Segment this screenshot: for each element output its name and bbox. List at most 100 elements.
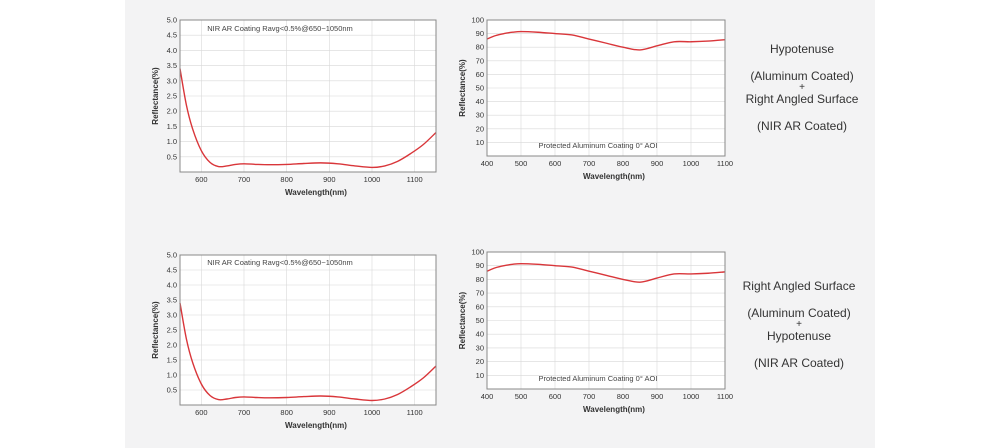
- plot-frame: [179, 19, 437, 173]
- x-tick-label: 1000: [364, 175, 381, 184]
- y-tick-label: 4.0: [167, 46, 177, 55]
- y-tick-label: 90: [476, 261, 484, 270]
- x-tick-label: 1000: [364, 408, 381, 417]
- y-axis-label: Reflectance(%): [151, 67, 160, 125]
- y-tick-label: 3.0: [167, 311, 177, 320]
- description-plus: +: [796, 319, 802, 330]
- y-tick-label: 10: [476, 371, 484, 380]
- x-tick-label: 900: [323, 408, 336, 417]
- y-tick-label: 30: [476, 111, 484, 120]
- x-tick-label: 1000: [683, 159, 700, 168]
- y-axis-label: Reflectance(%): [458, 291, 467, 349]
- reflectance-curve: [486, 262, 726, 283]
- y-tick-label: 5.0: [167, 16, 177, 25]
- y-tick-label: 100: [471, 16, 484, 25]
- y-tick-label: 4.5: [167, 31, 177, 40]
- y-tick-label: 2.5: [167, 326, 177, 335]
- x-tick-label: 1100: [407, 175, 423, 184]
- y-tick-label: 1.5: [167, 356, 177, 365]
- description-plus: +: [799, 82, 805, 93]
- y-tick-label: 1.0: [167, 371, 177, 380]
- y-tick-label: 50: [476, 316, 484, 325]
- x-tick-label: 500: [515, 392, 528, 401]
- x-tick-label: 1100: [407, 408, 423, 417]
- description-line-2: (Aluminum Coated): [747, 306, 851, 320]
- description-line-1: Right Angled Surface: [742, 279, 856, 293]
- y-tick-label: 80: [476, 43, 484, 52]
- reflectance-curve: [179, 68, 437, 169]
- x-axis-label: Wavelength(nm): [285, 421, 347, 430]
- y-tick-label: 60: [476, 70, 484, 79]
- x-axis-label: Wavelength(nm): [583, 405, 645, 414]
- y-tick-label: 30: [476, 343, 484, 352]
- y-tick-label: 90: [476, 29, 484, 38]
- y-tick-label: 70: [476, 56, 484, 65]
- y-tick-label: 2.0: [167, 341, 177, 350]
- x-tick-label: 700: [583, 159, 596, 168]
- y-tick-label: 40: [476, 330, 484, 339]
- x-tick-label: 700: [238, 408, 251, 417]
- plot-frame: [486, 251, 726, 390]
- x-tick-label: 800: [280, 408, 293, 417]
- x-tick-label: 1000: [683, 392, 700, 401]
- y-tick-label: 60: [476, 302, 484, 311]
- y-tick-label: 80: [476, 275, 484, 284]
- y-tick-label: 20: [476, 124, 484, 133]
- plot-frame: [486, 19, 726, 157]
- y-tick-label: 3.5: [167, 61, 177, 70]
- x-tick-label: 900: [651, 392, 664, 401]
- y-tick-label: 70: [476, 289, 484, 298]
- x-tick-label: 800: [617, 159, 630, 168]
- x-tick-label: 900: [651, 159, 664, 168]
- y-tick-label: 3.0: [167, 76, 177, 85]
- chart-annotation: NIR AR Coating Ravg<0.5%@650~1050nm: [207, 24, 353, 33]
- description-line-1: Hypotenuse: [769, 42, 835, 56]
- description-line-4: (NIR AR Coated): [753, 356, 845, 370]
- x-tick-label: 500: [515, 159, 528, 168]
- coating-description-bottom: Right Angled Surface (Aluminum Coated) +…: [694, 280, 904, 370]
- y-tick-label: 4.5: [167, 266, 177, 275]
- chart-annotation: Protected Aluminum Coating 0° AOI: [539, 141, 658, 150]
- x-tick-label: 1100: [717, 392, 733, 401]
- reflectance-curve: [486, 30, 726, 51]
- y-tick-label: 10: [476, 138, 484, 147]
- y-axis-label: Reflectance(%): [151, 301, 160, 359]
- y-tick-label: 5.0: [167, 251, 177, 260]
- y-tick-label: 50: [476, 84, 484, 93]
- y-tick-label: 4.0: [167, 281, 177, 290]
- y-tick-label: 1.5: [167, 122, 177, 131]
- reflectance-curve: [179, 302, 437, 402]
- x-tick-label: 700: [583, 392, 596, 401]
- y-tick-label: 40: [476, 97, 484, 106]
- y-tick-label: 2.0: [167, 107, 177, 116]
- y-tick-label: 0.5: [167, 386, 177, 395]
- y-tick-label: 20: [476, 357, 484, 366]
- x-tick-label: 600: [195, 175, 208, 184]
- y-tick-label: 3.5: [167, 296, 177, 305]
- x-tick-label: 1100: [717, 159, 733, 168]
- x-tick-label: 400: [481, 392, 494, 401]
- x-tick-label: 700: [238, 175, 251, 184]
- y-tick-label: 0.5: [167, 152, 177, 161]
- y-tick-label: 100: [471, 248, 484, 257]
- coating-description-top: Hypotenuse (Aluminum Coated) + Right Ang…: [697, 43, 907, 133]
- y-tick-label: 1.0: [167, 137, 177, 146]
- y-tick-label: 2.5: [167, 92, 177, 101]
- description-line-2: (Aluminum Coated): [750, 69, 854, 83]
- x-tick-label: 600: [549, 159, 562, 168]
- chart-annotation: NIR AR Coating Ravg<0.5%@650~1050nm: [207, 258, 353, 267]
- x-tick-label: 900: [323, 175, 336, 184]
- x-tick-label: 800: [617, 392, 630, 401]
- y-axis-label: Reflectance(%): [458, 59, 467, 117]
- x-axis-label: Wavelength(nm): [583, 172, 645, 181]
- x-tick-label: 400: [481, 159, 494, 168]
- description-line-3: Hypotenuse: [766, 329, 832, 343]
- description-line-4: (NIR AR Coated): [756, 119, 848, 133]
- description-line-3: Right Angled Surface: [745, 92, 859, 106]
- x-tick-label: 600: [195, 408, 208, 417]
- x-tick-label: 600: [549, 392, 562, 401]
